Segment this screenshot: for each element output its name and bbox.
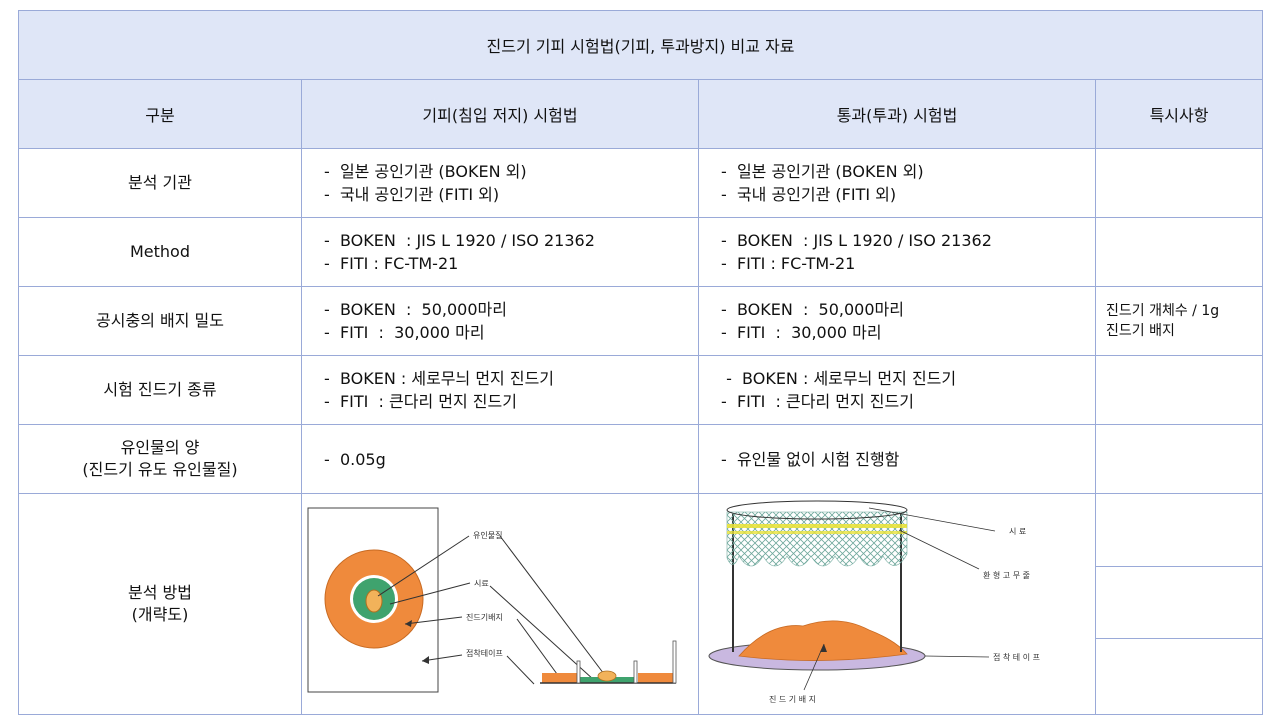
list-item: - BOKEN : 세로무늬 먼지 진드기 xyxy=(721,369,957,388)
section-wall xyxy=(633,660,638,684)
list-item: - BOKEN : JIS L 1920 / ISO 21362 xyxy=(324,231,595,250)
list-item: - FITI : FC-TM-21 xyxy=(721,254,856,273)
label-sample: 시 료 xyxy=(1009,527,1026,536)
list-item: - FITI : 30,000 마리 xyxy=(324,323,485,342)
arrow-head xyxy=(422,656,429,664)
comparison-table: 진드기 기피 시험법(기피, 투과방지) 비교 자료 구분 기피(침입 저지) … xyxy=(17,10,1264,715)
species-pass: - BOKEN : 세로무늬 먼지 진드기 - FITI : 큰다리 먼지 진드… xyxy=(698,355,1096,425)
table-row: 분석 방법 (개략도) 유인물질 시료 진드기배지 접착 xyxy=(18,493,1264,715)
list-item: - 국내 공인기관 (FITI 외) xyxy=(324,185,500,204)
list-item: - BOKEN : JIS L 1920 / ISO 21362 xyxy=(721,231,992,250)
rubber-band xyxy=(727,524,907,528)
leader-line xyxy=(868,507,996,532)
density-note: 진드기 개체수 / 1g 진드기 배지 xyxy=(1094,286,1264,356)
leader-line xyxy=(516,618,558,675)
table-row: 분석 기관 - 일본 공인기관 (BOKEN 외) - 국내 공인기관 (FIT… xyxy=(18,148,1264,218)
list-item: - FITI : FC-TM-21 xyxy=(324,254,459,273)
repel-diagram: 유인물질 시료 진드기배지 접착테이프 xyxy=(307,507,677,693)
row-label-method: Method xyxy=(18,217,302,287)
method-note xyxy=(1094,217,1264,287)
pass-diagram: 시 료 환 형 고 무 줄 접 착 테 이 프 진 드 기 배 지 xyxy=(708,500,1040,704)
note-divider xyxy=(1096,638,1263,639)
species-repel: - BOKEN : 세로무늬 먼지 진드기 - FITI : 큰다리 먼지 진드… xyxy=(301,355,699,425)
list-item: - 국내 공인기관 (FITI 외) xyxy=(721,185,897,204)
label-medium: 진 드 기 배 지 xyxy=(769,694,816,704)
label-line: 분석 방법 xyxy=(128,583,192,602)
leader-line xyxy=(924,655,990,658)
header-category: 구분 xyxy=(18,79,302,149)
label-tape: 접 착 테 이 프 xyxy=(993,652,1040,662)
arrow-head xyxy=(820,644,827,652)
agency-repel: - 일본 공인기관 (BOKEN 외) - 국내 공인기관 (FITI 외) xyxy=(301,148,699,218)
note-line: 진드기 배지 xyxy=(1106,323,1175,339)
list-item: - 일본 공인기관 (BOKEN 외) xyxy=(721,162,924,181)
method-pass: - BOKEN : JIS L 1920 / ISO 21362 - FITI … xyxy=(698,217,1096,287)
label-attractant: 유인물질 xyxy=(473,530,502,540)
row-label-species: 시험 진드기 종류 xyxy=(18,355,302,425)
row-label-agency: 분석 기관 xyxy=(18,148,302,218)
rubber-band xyxy=(727,531,907,534)
density-pass: - BOKEN : 50,000마리 - FITI : 30,000 마리 xyxy=(698,286,1096,356)
list-item: - FITI : 30,000 마리 xyxy=(721,323,882,342)
method-repel: - BOKEN : JIS L 1920 / ISO 21362 - FITI … xyxy=(301,217,699,287)
table-row: 유인물의 양 (진드기 유도 유인물질) - 0.05g - 유인물 없이 시험… xyxy=(18,424,1264,494)
agency-pass: - 일본 공인기관 (BOKEN 외) - 국내 공인기관 (FITI 외) xyxy=(698,148,1096,218)
list-item: - BOKEN : 50,000마리 xyxy=(324,300,507,319)
arrow-head xyxy=(405,620,412,627)
table-title: 진드기 기피 시험법(기피, 투과방지) 비교 자료 xyxy=(17,10,1264,80)
list-item: - BOKEN : 세로무늬 먼지 진드기 xyxy=(324,369,555,388)
table-row: Method - BOKEN : JIS L 1920 / ISO 21362 … xyxy=(18,217,1264,287)
label-ring: 환 형 고 무 줄 xyxy=(983,570,1030,580)
list-item: - BOKEN : 50,000마리 xyxy=(721,300,904,319)
section-medium-left xyxy=(542,673,578,683)
leader-line xyxy=(499,535,608,679)
list-item: - FITI : 큰다리 먼지 진드기 xyxy=(721,392,914,411)
leader-line xyxy=(389,582,471,605)
leader-line xyxy=(898,529,980,570)
density-repel: - BOKEN : 50,000마리 - FITI : 30,000 마리 xyxy=(301,286,699,356)
header-pass-method: 통과(투과) 시험법 xyxy=(698,79,1096,149)
leader-line xyxy=(506,655,535,685)
label-line: (진드기 유도 유인물질) xyxy=(82,460,238,479)
section-wall xyxy=(576,660,581,684)
label-tape: 접착테이프 xyxy=(466,648,503,658)
section-bait xyxy=(597,670,617,682)
procedure-note xyxy=(1094,493,1264,715)
table-row: 공시충의 배지 밀도 - BOKEN : 50,000마리 - FITI : 3… xyxy=(18,286,1264,356)
note-divider xyxy=(1096,566,1263,567)
attractant-pass: - 유인물 없이 시험 진행함 xyxy=(698,424,1096,494)
label-sample: 시료 xyxy=(474,579,489,588)
table-row: 시험 진드기 종류 - BOKEN : 세로무늬 먼지 진드기 - FITI :… xyxy=(18,355,1264,425)
note-line: 진드기 개체수 / 1g xyxy=(1106,303,1220,319)
attractant-repel: - 0.05g xyxy=(301,424,699,494)
row-label-procedure: 분석 방법 (개략도) xyxy=(18,493,302,715)
cylinder-rim xyxy=(726,500,908,520)
list-item: - FITI : 큰다리 먼지 진드기 xyxy=(324,392,517,411)
attractant-note xyxy=(1094,424,1264,494)
list-item: - 0.05g xyxy=(324,449,386,469)
label-line: (개략도) xyxy=(131,605,189,624)
mite-medium-pile xyxy=(738,620,908,661)
label-line: 유인물의 양 xyxy=(120,438,200,457)
list-item: - 유인물 없이 시험 진행함 xyxy=(721,449,900,469)
species-note xyxy=(1094,355,1264,425)
header-repel-method: 기피(침입 저지) 시험법 xyxy=(301,79,699,149)
mesh-sample xyxy=(726,511,908,567)
section-wall xyxy=(672,640,677,684)
repel-diagram-cell: 유인물질 시료 진드기배지 접착테이프 xyxy=(301,493,699,715)
header-notes: 특시사항 xyxy=(1094,79,1264,149)
label-medium: 진드기배지 xyxy=(466,612,503,622)
row-label-density: 공시충의 배지 밀도 xyxy=(18,286,302,356)
attractant-bait xyxy=(365,589,383,613)
leader-line xyxy=(404,616,463,625)
agency-note xyxy=(1094,148,1264,218)
row-label-attractant: 유인물의 양 (진드기 유도 유인물질) xyxy=(18,424,302,494)
pass-diagram-cell: 시 료 환 형 고 무 줄 접 착 테 이 프 진 드 기 배 지 xyxy=(698,493,1096,715)
list-item: - 일본 공인기관 (BOKEN 외) xyxy=(324,162,527,181)
section-medium-right xyxy=(638,673,674,683)
leader-line xyxy=(377,535,470,597)
